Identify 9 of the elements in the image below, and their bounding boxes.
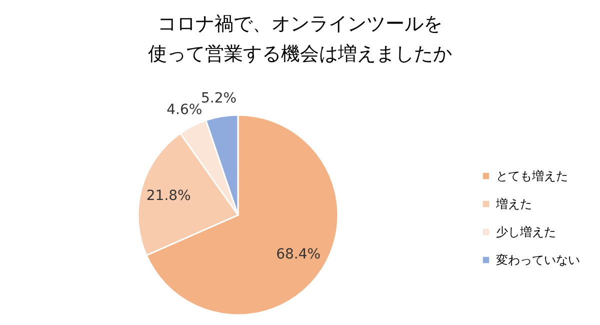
data-label: 68.4% bbox=[276, 246, 321, 262]
legend-label: 少し増えた bbox=[496, 225, 556, 239]
data-label: 5.2% bbox=[201, 90, 237, 107]
legend-label: 変わっていない bbox=[496, 253, 580, 267]
legend-label: とても増えた bbox=[496, 169, 568, 183]
data-label: 4.6% bbox=[166, 102, 202, 118]
legend-label: 増えた bbox=[495, 197, 532, 211]
chart-title: コロナ禍で、オンラインツールを使って営業する機会は増えましたか bbox=[148, 13, 452, 65]
data-label: 21.8% bbox=[146, 188, 191, 204]
